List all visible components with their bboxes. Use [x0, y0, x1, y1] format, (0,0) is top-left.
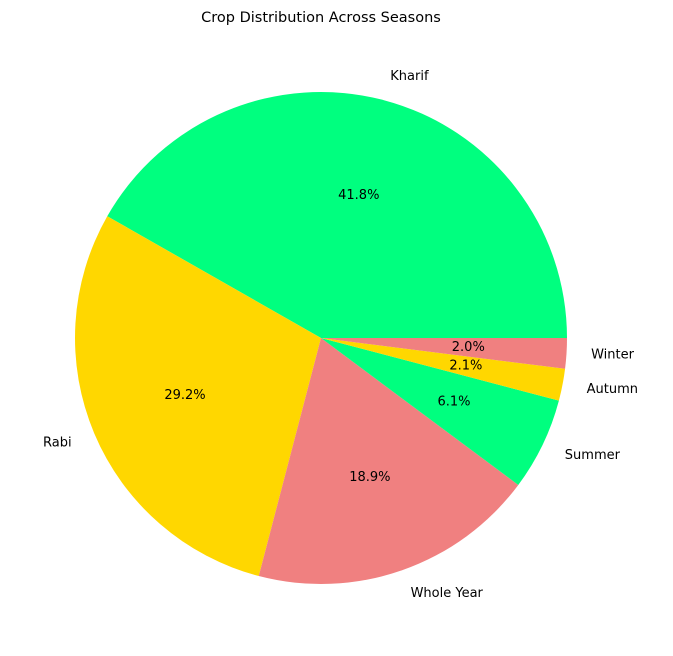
pie-labels: Kharif 41.8% Rabi 29.2% Whole Year 18.9% Summe…: [43, 69, 638, 601]
pie-slice-kharif: [107, 92, 567, 338]
pie-slice-summer: [321, 338, 559, 485]
pie-slices: [74, 92, 567, 584]
slice-label-rabi: Rabi: [43, 436, 72, 451]
percent-label-rabi: 29.2%: [164, 388, 205, 403]
percent-label-whole-year: 18.9%: [349, 470, 390, 485]
pie-slice-rabi: [74, 216, 321, 576]
percent-label-summer: 6.1%: [437, 395, 470, 410]
slice-label-kharif: Kharif: [390, 69, 429, 84]
pie-slice-winter: [321, 338, 567, 369]
slice-label-winter: Winter: [591, 347, 635, 362]
slice-label-autumn: Autumn: [587, 382, 638, 397]
slice-label-summer: Summer: [565, 448, 621, 463]
percent-label-autumn: 2.1%: [449, 359, 482, 374]
percent-label-winter: 2.0%: [452, 340, 485, 355]
slice-label-whole-year: Whole Year: [411, 586, 484, 601]
pie-slice-whole-year: [258, 338, 519, 584]
pie-slice-autumn: [321, 338, 566, 401]
chart-title: Crop Distribution Across Seasons: [201, 10, 441, 26]
percent-label-kharif: 41.8%: [338, 188, 379, 203]
